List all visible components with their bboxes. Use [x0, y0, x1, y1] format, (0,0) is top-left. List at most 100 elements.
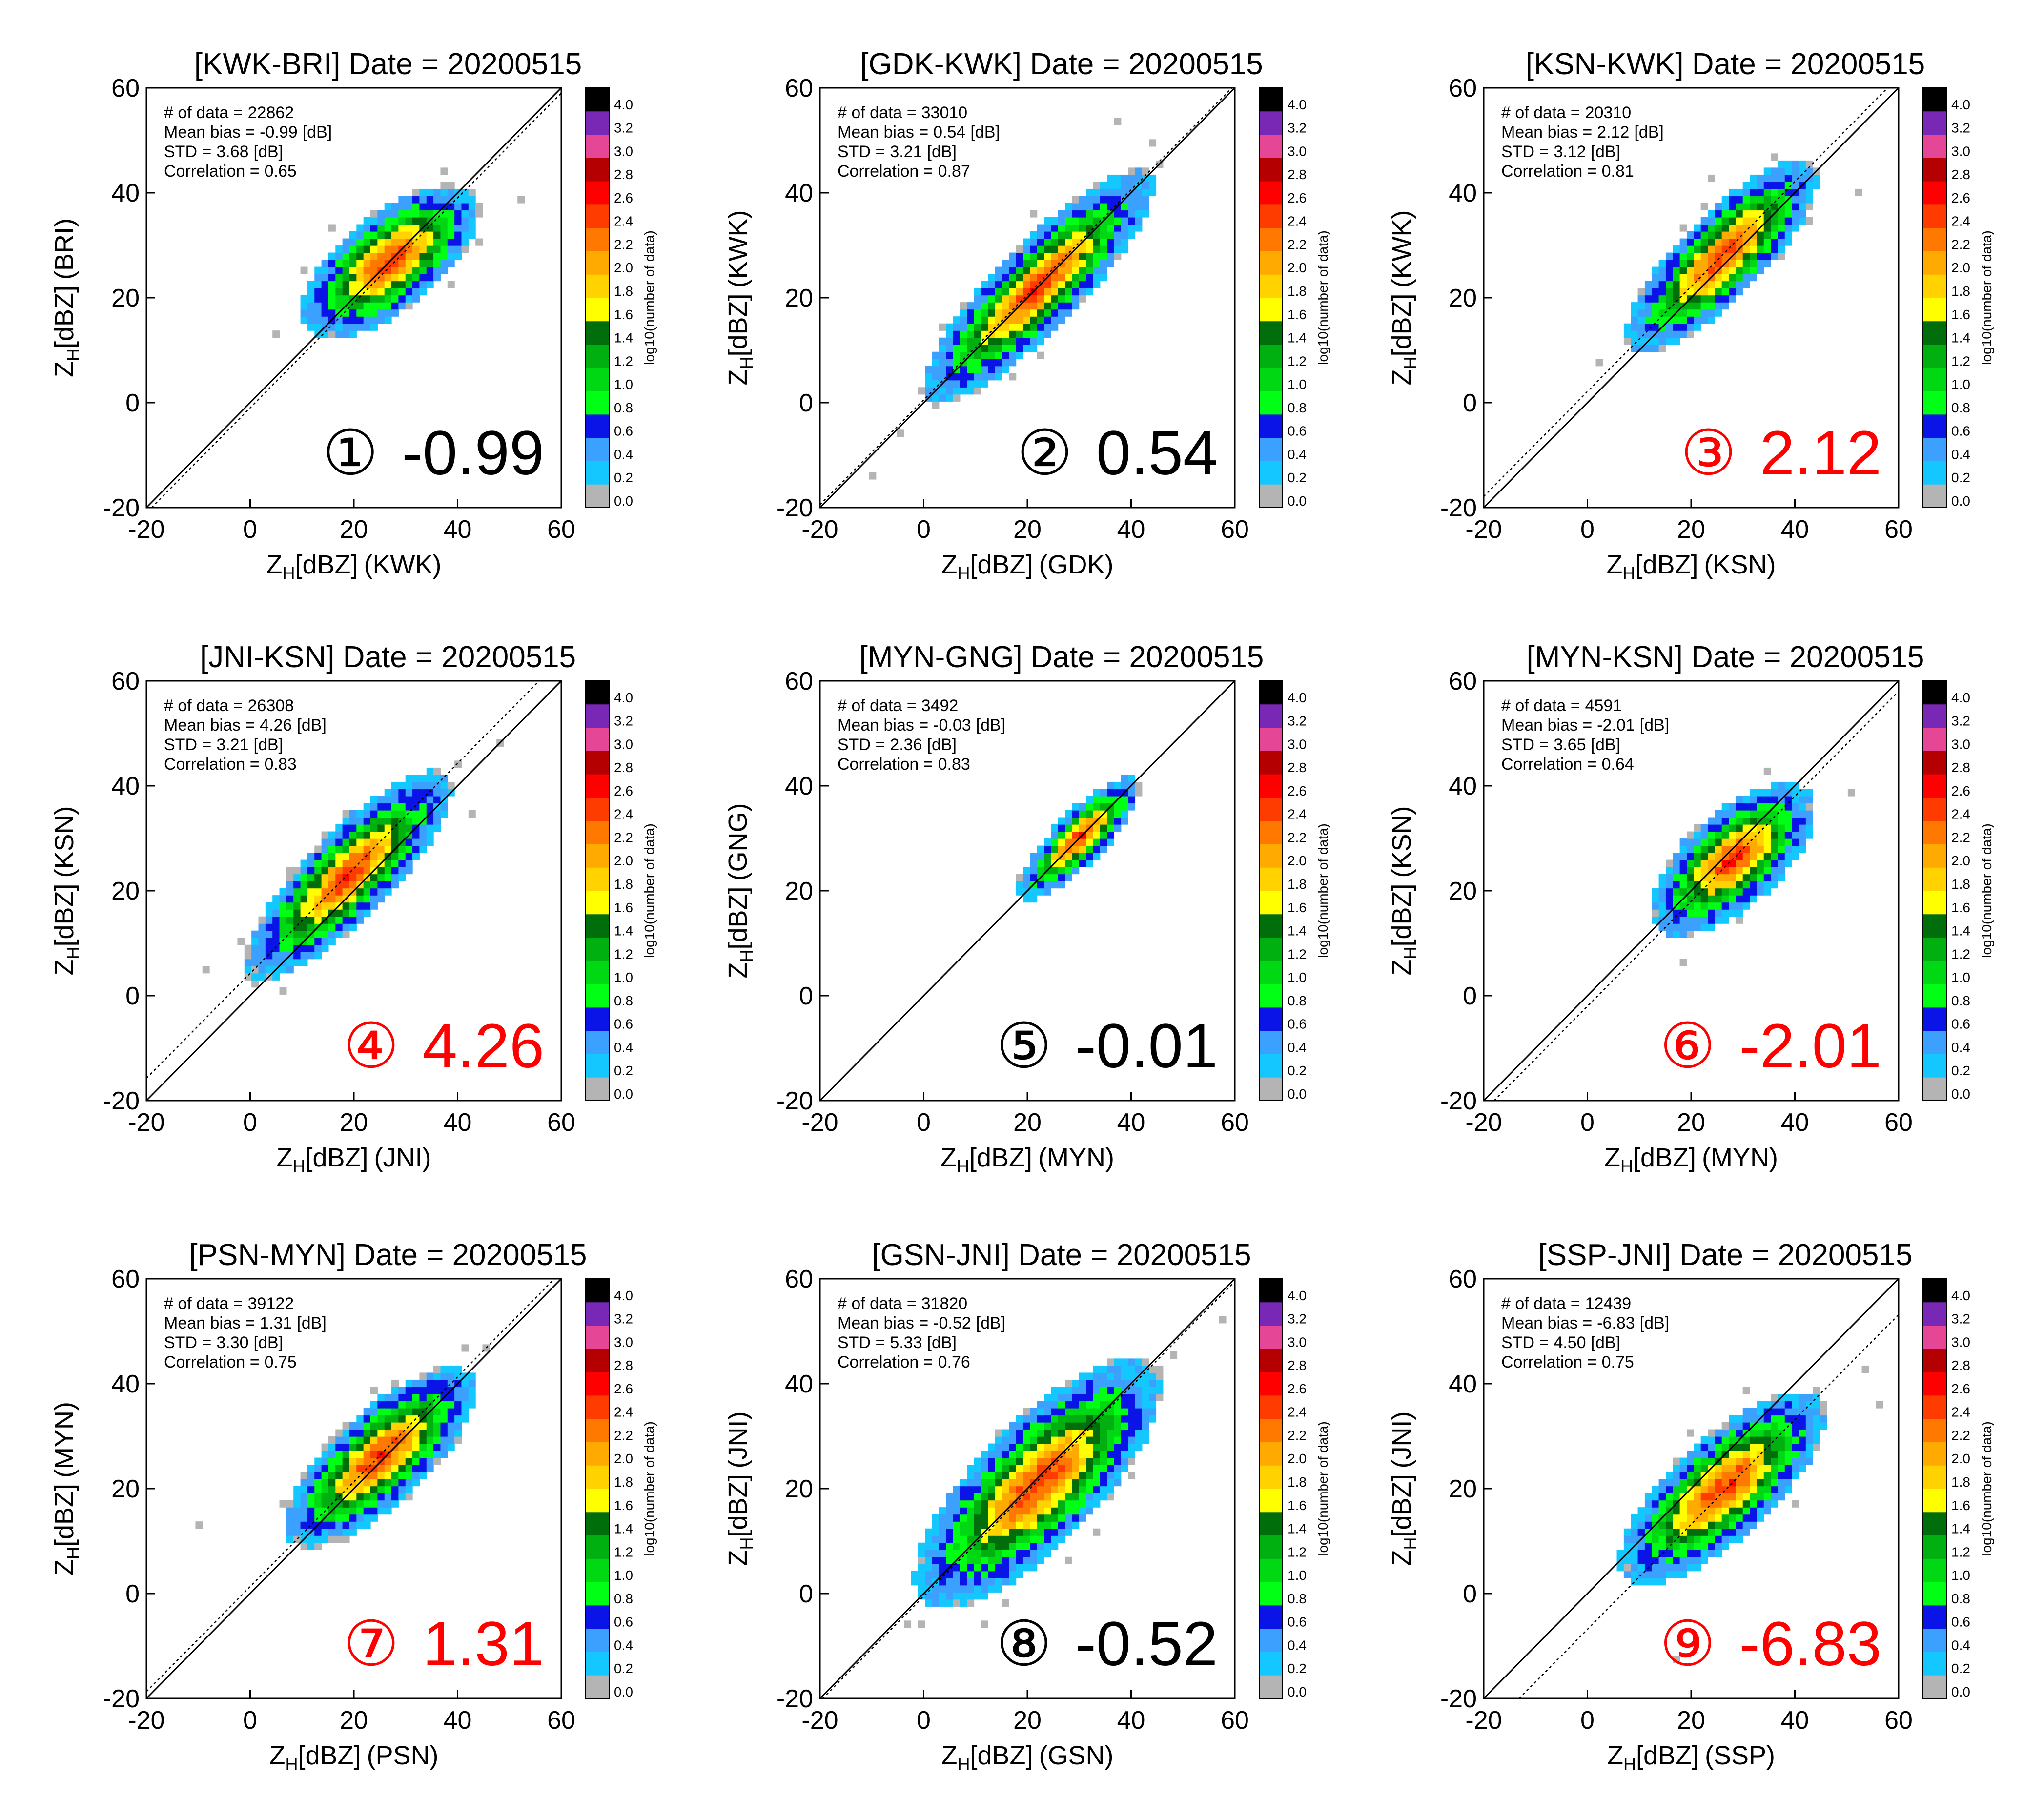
- density-cell: [974, 323, 981, 331]
- density-cell: [953, 1528, 961, 1536]
- density-cell: [1658, 337, 1666, 345]
- density-cell: [988, 1571, 996, 1578]
- density-cell: [265, 944, 273, 952]
- density-cell: [1742, 217, 1750, 225]
- density-cell: [1079, 1436, 1086, 1444]
- density-cell: [391, 1479, 399, 1487]
- colorbar-tick-label: 2.6: [614, 1381, 633, 1396]
- density-cell: [946, 1578, 954, 1586]
- density-cell: [1022, 281, 1030, 288]
- stat-label: STD =: [164, 1333, 211, 1352]
- density-cell: [988, 1479, 996, 1487]
- bias-annotation: ① -0.99: [323, 418, 545, 488]
- density-cell: [391, 1500, 399, 1508]
- density-cell: [314, 1535, 322, 1543]
- density-cell: [412, 817, 420, 825]
- density-cell: [1623, 337, 1631, 345]
- density-cell: [426, 775, 434, 782]
- density-cell: [1708, 1436, 1715, 1444]
- density-cell: [1673, 274, 1680, 282]
- density-cell: [1051, 1451, 1059, 1458]
- density-cell: [1763, 1436, 1771, 1444]
- density-cell: [1729, 824, 1736, 832]
- density-cell: [377, 302, 385, 310]
- panel-number: ④: [343, 1011, 399, 1081]
- density-cell: [342, 824, 350, 832]
- density-cell: [251, 966, 259, 974]
- density-cell: [454, 203, 462, 211]
- density-cell: [1778, 845, 1785, 853]
- density-cell: [967, 1465, 975, 1472]
- density-cell: [370, 1472, 378, 1479]
- density-cell: [328, 281, 336, 288]
- axis-label-sub: H: [292, 1156, 305, 1176]
- density-cell: [363, 245, 371, 253]
- density-cell: [1135, 1358, 1143, 1366]
- colorbar-swatch: [1259, 1465, 1283, 1489]
- density-cell: [1686, 831, 1694, 839]
- density-cell: [412, 1429, 420, 1437]
- density-cell: [1715, 302, 1722, 310]
- colorbar-swatch: [1923, 1030, 1946, 1054]
- density-cell: [1686, 859, 1694, 867]
- density-cell: [1694, 224, 1701, 232]
- colorbar: 0.00.20.40.60.81.01.21.41.61.82.02.22.42…: [585, 87, 657, 509]
- colorbar-swatch: [1923, 1465, 1946, 1489]
- density-cell: [1093, 238, 1101, 246]
- density-cell: [1079, 281, 1086, 288]
- stat-line: # of data = 12439: [1501, 1294, 1631, 1313]
- density-cell: [356, 1415, 364, 1423]
- density-cell: [1792, 796, 1799, 804]
- density-cell: [1679, 859, 1687, 867]
- density-cell: [1784, 203, 1792, 211]
- density-cell: [1721, 217, 1729, 225]
- density-cell: [1715, 1500, 1722, 1508]
- y-axis-label: ZH[dBZ](JNI): [1387, 1411, 1420, 1566]
- y-axis-label-group: ZH[dBZ](JNI): [1387, 1411, 1420, 1566]
- density-cell: [1750, 895, 1758, 903]
- density-cell: [335, 1486, 343, 1493]
- density-cell: [1715, 1550, 1722, 1557]
- density-cell: [1665, 1556, 1673, 1564]
- density-cell: [349, 817, 357, 825]
- density-cell: [1044, 1436, 1051, 1444]
- density-cell: [384, 874, 392, 881]
- density-cell: [988, 1535, 996, 1543]
- density-cell: [1721, 810, 1729, 818]
- density-cell: [377, 316, 385, 324]
- density-cell: [412, 196, 420, 204]
- density-cell: [433, 217, 441, 225]
- density-cell: [1708, 260, 1715, 267]
- axis-label-unit: [dBZ]: [970, 1741, 1033, 1770]
- density-cell: [314, 930, 322, 938]
- density-cell: [335, 874, 343, 881]
- colorbar-tick-label: 0.6: [1288, 424, 1307, 439]
- y-axis-label: ZH[dBZ](KWK): [723, 210, 756, 385]
- density-cell: [1784, 182, 1792, 189]
- density-cell: [988, 1493, 996, 1501]
- density-cell: [967, 323, 975, 331]
- one-to-one-line: [819, 1278, 1236, 1699]
- density-cell: [1022, 316, 1030, 324]
- density-cell: [1644, 1535, 1652, 1543]
- density-cell: [1742, 1493, 1750, 1501]
- density-cell: [1107, 781, 1115, 790]
- density-cell: [1736, 1507, 1743, 1515]
- density-cell: [1093, 1401, 1101, 1409]
- density-cell: [1784, 1479, 1792, 1487]
- stat-unit: [dB]: [254, 143, 283, 161]
- density-cell: [377, 1443, 385, 1451]
- density-cell: [1686, 930, 1694, 938]
- density-cell: [1100, 1429, 1107, 1437]
- density-cell: [1665, 859, 1673, 867]
- colorbar-title: log10(number of data): [1979, 230, 1994, 365]
- density-cell: [426, 1372, 434, 1380]
- density-cell: [307, 1472, 315, 1479]
- density-cell: [1149, 1365, 1157, 1373]
- density-cell: [412, 1457, 420, 1465]
- density-cell: [391, 831, 399, 839]
- density-cell: [1065, 1486, 1072, 1493]
- density-cell: [1121, 1408, 1128, 1416]
- density-cell: [363, 1479, 371, 1487]
- density-cell: [1750, 1415, 1758, 1423]
